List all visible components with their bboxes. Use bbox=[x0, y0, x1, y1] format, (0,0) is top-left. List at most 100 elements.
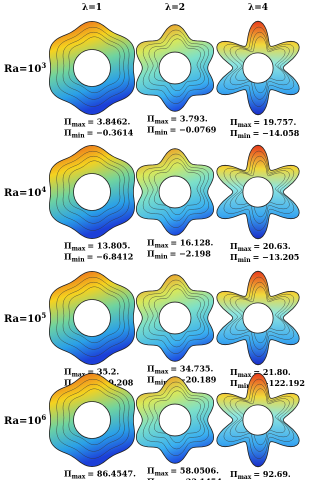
pi-symbol: Π bbox=[64, 367, 72, 377]
subscript: max bbox=[238, 246, 252, 253]
caption-value: = 3.8462. bbox=[87, 117, 130, 127]
contour-panel bbox=[48, 372, 136, 468]
row-label-exponent: 3 bbox=[41, 61, 46, 70]
caption-value: = −20.189 bbox=[170, 374, 217, 384]
caption-min: Πmin = −20.189 bbox=[147, 374, 217, 386]
subscript: min bbox=[72, 257, 86, 264]
pi-symbol: Π bbox=[147, 248, 155, 258]
inner-cylinder bbox=[73, 401, 111, 439]
caption-max: Πmax = 34.735. bbox=[147, 363, 213, 375]
contour-panel bbox=[216, 372, 300, 468]
contour-line bbox=[153, 390, 201, 444]
row-label-text: Ra=10 bbox=[4, 188, 41, 199]
contour-line bbox=[148, 158, 205, 222]
caption-value: = 34.735. bbox=[170, 363, 213, 373]
inner-cylinder bbox=[158, 51, 192, 85]
contour-panel bbox=[48, 270, 136, 366]
contour-line bbox=[153, 38, 201, 92]
inner-cylinder bbox=[73, 49, 111, 87]
pi-symbol: Π bbox=[64, 252, 72, 262]
row-label-text: Ra=10 bbox=[4, 416, 41, 427]
row-label-exponent: 4 bbox=[41, 185, 46, 194]
inner-cylinder bbox=[158, 301, 192, 335]
pi-symbol: Π bbox=[64, 128, 72, 138]
contour-line bbox=[68, 286, 121, 344]
subscript: max bbox=[155, 118, 169, 125]
row-label: Ra=105 bbox=[4, 311, 46, 325]
column-header: λ=2 bbox=[165, 3, 185, 13]
row-label: Ra=103 bbox=[4, 61, 46, 75]
caption-value: = 3.793. bbox=[170, 113, 208, 123]
caption-max: Πmax = 19.757. bbox=[230, 117, 296, 129]
contour-line bbox=[229, 31, 290, 100]
contour-line bbox=[142, 153, 209, 228]
subscript: max bbox=[238, 372, 252, 379]
contour-panel bbox=[216, 20, 300, 116]
caption-value: = −14.058 bbox=[253, 128, 300, 138]
pi-symbol: Π bbox=[147, 237, 155, 247]
caption-value: = 58.0506. bbox=[170, 465, 219, 475]
contour-line bbox=[223, 26, 295, 107]
caption-max: Πmax = 20.63. bbox=[230, 241, 291, 253]
caption-value: = 19.757. bbox=[253, 117, 296, 127]
contour-panel bbox=[135, 376, 215, 464]
subscript: min bbox=[238, 257, 252, 264]
contour-line bbox=[62, 383, 125, 452]
subscript: max bbox=[72, 474, 86, 480]
contour-line bbox=[148, 386, 205, 450]
contour-line bbox=[223, 276, 295, 357]
pi-symbol: Π bbox=[230, 241, 238, 251]
caption-value: = −13.205 bbox=[253, 252, 300, 262]
column-header: λ=1 bbox=[82, 3, 102, 13]
pi-symbol: Π bbox=[64, 469, 72, 479]
contour-line bbox=[68, 160, 121, 218]
row-label: Ra=106 bbox=[4, 413, 46, 427]
caption-value: = 13.805. bbox=[87, 241, 130, 251]
contour-line bbox=[62, 281, 125, 350]
contour-line bbox=[153, 288, 201, 342]
caption-min: Πmin= −33.1454 bbox=[147, 476, 222, 480]
caption-max: Πmax = 3.793. bbox=[147, 113, 208, 125]
inner-cylinder bbox=[158, 403, 192, 437]
inner-cylinder bbox=[158, 175, 192, 209]
contour-line bbox=[142, 279, 209, 354]
pi-symbol: Π bbox=[147, 124, 155, 134]
pi-symbol: Π bbox=[230, 252, 238, 262]
contour-panel bbox=[135, 148, 215, 236]
row-label: Ra=104 bbox=[4, 185, 46, 199]
contour-panel bbox=[48, 20, 136, 116]
pi-symbol: Π bbox=[147, 465, 155, 475]
pi-symbol: Π bbox=[147, 113, 155, 123]
pi-symbol: Π bbox=[230, 469, 238, 479]
caption-min: Πmin = −14.058 bbox=[230, 128, 300, 140]
pi-symbol: Π bbox=[147, 374, 155, 384]
subscript: min bbox=[238, 383, 252, 390]
caption-value: = 92.69. bbox=[253, 469, 291, 479]
row-label-text: Ra=10 bbox=[4, 314, 41, 325]
contour-panel bbox=[216, 270, 300, 366]
contour-line bbox=[62, 31, 125, 100]
contour-line bbox=[148, 34, 205, 98]
pi-symbol: Π bbox=[64, 241, 72, 251]
contour-panel bbox=[48, 144, 136, 240]
row-label-exponent: 6 bbox=[41, 413, 46, 422]
inner-cylinder bbox=[242, 302, 274, 334]
caption-value: = −0.0769 bbox=[170, 124, 217, 134]
caption-value: = −122.192 bbox=[253, 378, 305, 388]
caption-min: Πmin = −6.8412 bbox=[64, 252, 133, 264]
contour-line bbox=[68, 388, 121, 446]
caption-value: = 35.2. bbox=[87, 367, 119, 377]
caption-max: Πmax = 3.8462. bbox=[64, 117, 130, 129]
subscript: min bbox=[155, 379, 169, 386]
subscript: max bbox=[238, 474, 252, 480]
contour-line bbox=[153, 162, 201, 216]
caption-min: Πmin = −2.198 bbox=[147, 248, 211, 260]
contour-line bbox=[229, 383, 290, 452]
subscript: min bbox=[155, 253, 169, 260]
caption-min: Πmin = −122.192 bbox=[230, 378, 305, 390]
caption-value: = −33.1454 bbox=[170, 476, 223, 480]
contour-line bbox=[68, 36, 121, 94]
contour-panel bbox=[216, 144, 300, 240]
inner-cylinder bbox=[242, 176, 274, 208]
caption-max: Πmax = 13.805. bbox=[64, 241, 130, 253]
